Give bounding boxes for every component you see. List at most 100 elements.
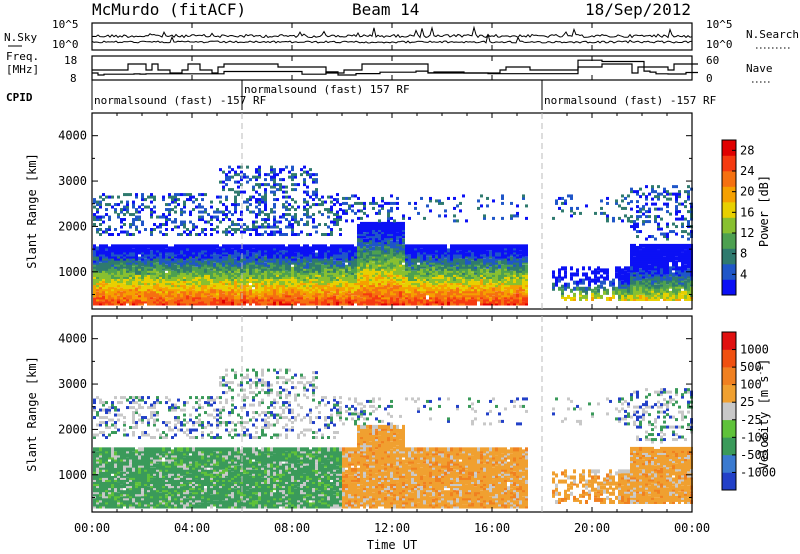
heatmap-cell: [222, 279, 225, 284]
heatmap-cell: [435, 301, 438, 306]
heatmap-cell: [228, 285, 231, 290]
heatmap-cell: [180, 299, 183, 304]
heatmap-cell: [423, 248, 426, 253]
heatmap-cell: [591, 270, 594, 275]
heatmap-cell: [561, 201, 564, 205]
heatmap-cell: [330, 252, 333, 257]
heatmap-cell: [372, 279, 375, 284]
heatmap-cell: [327, 248, 330, 253]
heatmap-cell: [453, 283, 456, 288]
heatmap-cell: [192, 258, 195, 263]
heatmap-cell: [297, 283, 300, 288]
heatmap-cell: [447, 285, 450, 290]
heatmap-cell: [495, 295, 498, 300]
heatmap-cell: [153, 293, 156, 298]
heatmap-cell: [96, 291, 99, 296]
heatmap-cell: [108, 254, 111, 259]
heatmap-cell: [492, 216, 495, 220]
heatmap-cell: [246, 281, 249, 286]
heatmap-cell: [321, 213, 324, 217]
heatmap-cell: [351, 283, 354, 288]
heatmap-cell: [162, 254, 165, 259]
heatmap-cell: [306, 223, 309, 227]
heatmap-cell: [411, 289, 414, 294]
heatmap-cell: [462, 272, 465, 277]
heatmap-cell: [126, 264, 129, 269]
heatmap-cell: [240, 218, 243, 222]
heatmap-cell: [504, 272, 507, 277]
heatmap-cell: [120, 293, 123, 298]
heatmap-cell: [318, 264, 321, 269]
heatmap-cell: [351, 266, 354, 271]
heatmap-cell: [270, 297, 273, 302]
heatmap-cell: [99, 256, 102, 261]
heatmap-cell: [525, 248, 528, 253]
heatmap-cell: [243, 266, 246, 271]
heatmap-cell: [477, 268, 480, 273]
heatmap-cell: [135, 272, 138, 277]
heatmap-cell: [564, 270, 567, 275]
heatmap-cell: [177, 272, 180, 277]
heatmap-cell: [180, 277, 183, 282]
heatmap-cell: [465, 283, 468, 288]
heatmap-cell: [471, 285, 474, 290]
heatmap-cell: [129, 272, 132, 277]
heatmap-cell: [429, 256, 432, 261]
heatmap-cell: [561, 196, 564, 200]
heatmap-cell: [282, 215, 285, 219]
heatmap-cell: [393, 279, 396, 284]
heatmap-cell: [195, 279, 198, 284]
heatmap-cell: [360, 299, 363, 304]
heatmap-cell: [171, 266, 174, 271]
heatmap-cell: [159, 223, 162, 227]
heatmap-cell: [252, 228, 255, 232]
heatmap-cell: [171, 289, 174, 294]
heatmap-cell: [264, 283, 267, 288]
heatmap-cell: [309, 285, 312, 290]
heatmap-cell: [222, 270, 225, 275]
heatmap-cell: [210, 252, 213, 257]
heatmap-cell: [189, 268, 192, 273]
heatmap-cell: [216, 285, 219, 290]
heatmap-cell: [135, 268, 138, 273]
heatmap-cell: [354, 252, 357, 257]
heatmap-cell: [300, 248, 303, 253]
heatmap-cell: [501, 250, 504, 255]
heatmap-cell: [471, 262, 474, 267]
heatmap-cell: [438, 254, 441, 259]
heatmap-cell: [360, 240, 363, 245]
heatmap-cell: [429, 287, 432, 292]
heatmap-cell: [129, 268, 132, 273]
heatmap-cell: [135, 274, 138, 279]
heatmap-cell: [363, 274, 366, 279]
heatmap-cell: [432, 279, 435, 284]
heatmap-cell: [360, 262, 363, 267]
heatmap-cell: [504, 299, 507, 304]
heatmap-cell: [105, 260, 108, 265]
heatmap-cell: [375, 264, 378, 269]
heatmap-cell: [285, 256, 288, 261]
heatmap-cell: [255, 270, 258, 275]
heatmap-cell: [261, 297, 264, 302]
heatmap-cell: [129, 246, 132, 251]
heatmap-cell: [522, 248, 525, 253]
heatmap-cell: [384, 252, 387, 257]
heatmap-cell: [150, 195, 153, 199]
heatmap-cell: [372, 301, 375, 306]
heatmap-cell: [228, 246, 231, 251]
heatmap-cell: [225, 301, 228, 306]
heatmap-cell: [243, 175, 246, 179]
heatmap-cell: [603, 288, 606, 293]
heatmap-cell: [336, 254, 339, 259]
heatmap-cell: [342, 211, 345, 215]
heatmap-cell: [354, 201, 357, 205]
heatmap-cell: [276, 291, 279, 296]
heatmap-cell: [261, 246, 264, 251]
heatmap-cell: [312, 299, 315, 304]
heatmap-cell: [273, 175, 276, 179]
heatmap-cell: [294, 252, 297, 257]
heatmap-cell: [141, 277, 144, 282]
heatmap-cell: [270, 264, 273, 269]
heatmap-cell: [450, 283, 453, 288]
heatmap-cell: [315, 266, 318, 271]
